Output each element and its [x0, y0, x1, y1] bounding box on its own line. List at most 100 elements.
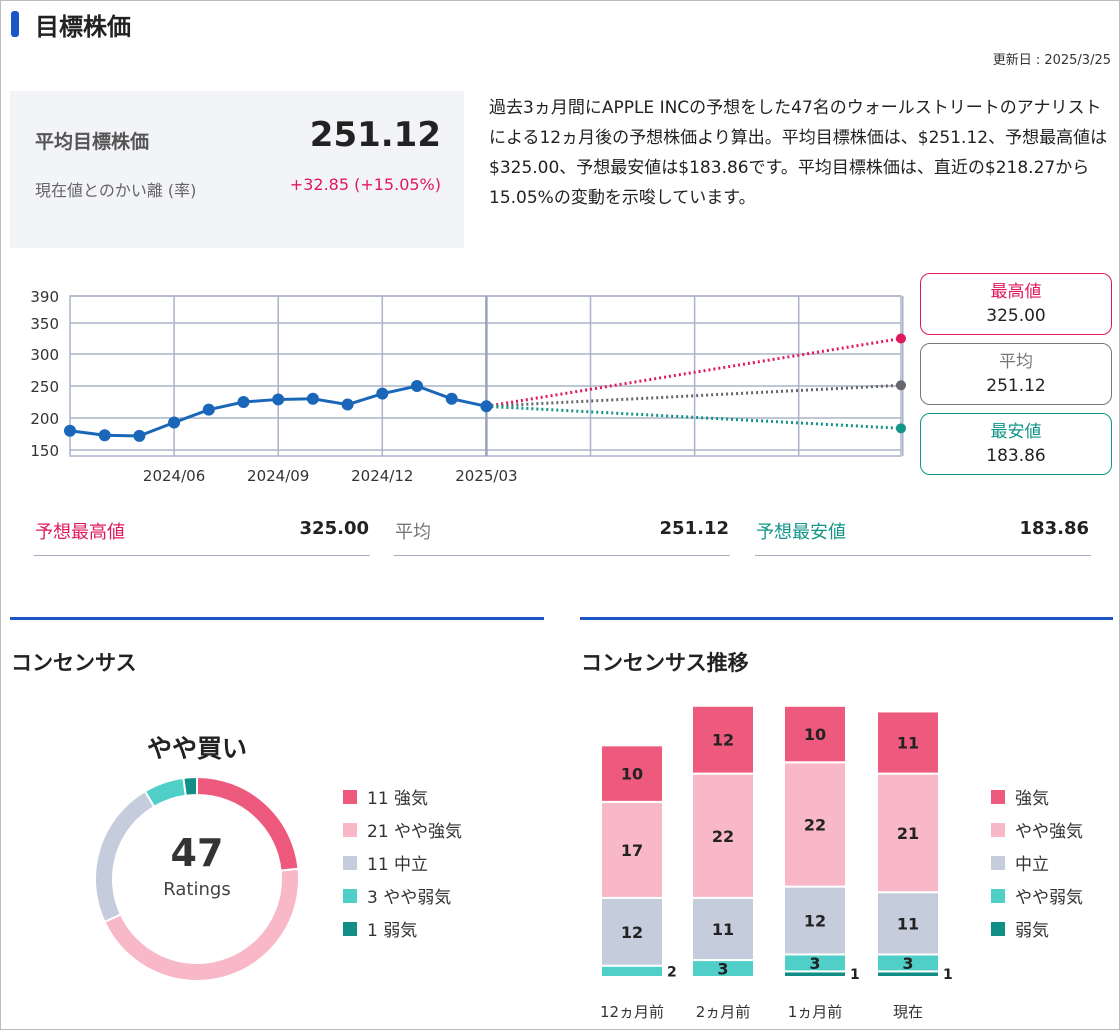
stat-avg-label: 平均	[395, 522, 431, 543]
bar-value-label: 17	[621, 841, 643, 860]
price-point	[480, 400, 493, 413]
forecast-high-point	[896, 333, 906, 344]
bar-value-label: 11	[897, 734, 919, 753]
high-target-box: 最高値 325.00	[920, 273, 1112, 335]
price-point	[272, 393, 285, 406]
x-tick-label: 2024/06	[143, 467, 205, 485]
forecast-low-point	[896, 423, 906, 434]
bar-value-label: 2	[667, 964, 677, 980]
forecast-avg-line	[486, 383, 902, 408]
legend-swatch	[991, 789, 1005, 804]
diff-value: +32.85 (+15.05%)	[289, 175, 441, 194]
legend-swatch	[343, 855, 357, 870]
donut-legend: 11 強気 21 やや強気 11 中立 3 やや弱気 1 弱気	[343, 780, 462, 945]
avg-value: 251.12	[309, 115, 441, 155]
x-category-label: 1ヵ月前	[787, 1003, 843, 1021]
stat-high-value: 325.00	[299, 518, 369, 539]
donut-slice	[94, 789, 156, 924]
avg-label: 平均目標株価	[35, 131, 150, 153]
average-box	[10, 91, 464, 248]
consensus-title: コンセンサス	[11, 651, 137, 675]
consensus-rating: やや買い	[146, 734, 247, 763]
bar-value-label: 11	[897, 914, 919, 933]
price-point	[411, 380, 423, 392]
bar-segment	[783, 704, 847, 764]
bar-value-label: 10	[621, 765, 643, 784]
legend-item: 弱気	[991, 912, 1083, 945]
consensus-trend-chart: 2 12 17 10 3 11 22 12 1 3 12 22 10 1 3 11 21 11	[600, 704, 953, 983]
legend-label: 強気	[1015, 789, 1049, 809]
bar-segment	[600, 964, 664, 979]
legend-swatch	[343, 822, 357, 837]
price-point	[168, 416, 181, 429]
consensus-trend-title: コンセンサス推移	[581, 651, 749, 675]
y-tick-label: 200	[30, 410, 59, 428]
title-accent	[11, 11, 19, 37]
low-target-value: 183.86	[986, 446, 1046, 466]
forecast-avg-point	[896, 380, 906, 391]
legend-label: 弱気	[1015, 921, 1049, 941]
diff-label: 現在値とのかい離 (率)	[35, 181, 197, 200]
bar-value-label: 3	[717, 960, 728, 979]
price-target-chart: 150 200 250 300 350 390 2024/06 2024/09 2024/12 2…	[30, 288, 906, 485]
legend-swatch	[991, 855, 1005, 870]
bar-segment	[876, 772, 940, 894]
stat-low-label: 予想最安値	[756, 522, 846, 543]
y-tick-label: 350	[30, 315, 59, 333]
price-point	[376, 387, 389, 400]
stat-low-value: 183.86	[1019, 518, 1089, 539]
price-point	[98, 429, 111, 442]
bar-segment	[783, 761, 847, 888]
legend-label: 3 やや弱気	[367, 888, 452, 908]
bar-segment	[691, 704, 755, 775]
bar-segment	[600, 744, 664, 803]
stat-avg-value: 251.12	[659, 518, 729, 539]
consensus-donut	[94, 775, 300, 982]
bar-value-label: 10	[804, 725, 826, 744]
legend-swatch	[343, 888, 357, 903]
page-title: 目標株価	[35, 13, 131, 41]
section-divider	[10, 617, 544, 620]
legend-swatch	[343, 921, 357, 936]
updated-date: 更新日 : 2025/3/25	[992, 53, 1111, 68]
price-point	[133, 429, 146, 442]
legend-label: 21 やや強気	[367, 822, 463, 842]
bar-value-label: 1	[943, 967, 953, 983]
legend-item: 中立	[991, 846, 1083, 879]
avg-target-value: 251.12	[986, 376, 1046, 396]
bar-value-label: 3	[902, 954, 913, 973]
y-tick-label: 150	[30, 442, 59, 460]
legend-item: やや弱気	[991, 879, 1083, 912]
legend-item: 1 弱気	[343, 912, 462, 945]
legend-swatch	[343, 789, 357, 804]
y-tick-label: 390	[30, 288, 59, 306]
legend-item: 11 強気	[343, 780, 462, 813]
bar-segment	[783, 885, 847, 956]
low-target-box: 最安値 183.86	[920, 413, 1112, 475]
divider	[755, 555, 1091, 556]
legend-swatch	[991, 921, 1005, 936]
price-point	[202, 403, 215, 416]
bar-value-label: 12	[712, 731, 734, 750]
price-point	[341, 398, 354, 411]
legend-label: 11 中立	[367, 855, 429, 875]
legend-swatch	[991, 888, 1005, 903]
bar-value-label: 12	[621, 923, 643, 942]
stat-high-label: 予想最高値	[35, 522, 125, 543]
bar-value-label: 11	[712, 920, 734, 939]
price-point	[306, 392, 319, 405]
bar-value-label: 3	[809, 954, 820, 973]
bar-value-label: 1	[850, 967, 860, 983]
x-category-label: 現在	[892, 1003, 923, 1021]
legend-label: やや弱気	[1015, 888, 1083, 908]
bar-segment	[876, 710, 940, 775]
x-tick-label: 2025/03	[455, 467, 517, 485]
bar-value-label: 12	[804, 912, 826, 931]
legend-label: やや強気	[1015, 822, 1083, 842]
bar-legend: 強気やや強気中立やや弱気弱気	[991, 780, 1083, 945]
y-tick-label: 300	[30, 346, 59, 364]
donut-slice	[143, 776, 187, 809]
legend-label: 1 弱気	[367, 921, 418, 941]
high-target-value: 325.00	[986, 306, 1046, 326]
bar-value-label: 21	[897, 824, 919, 843]
